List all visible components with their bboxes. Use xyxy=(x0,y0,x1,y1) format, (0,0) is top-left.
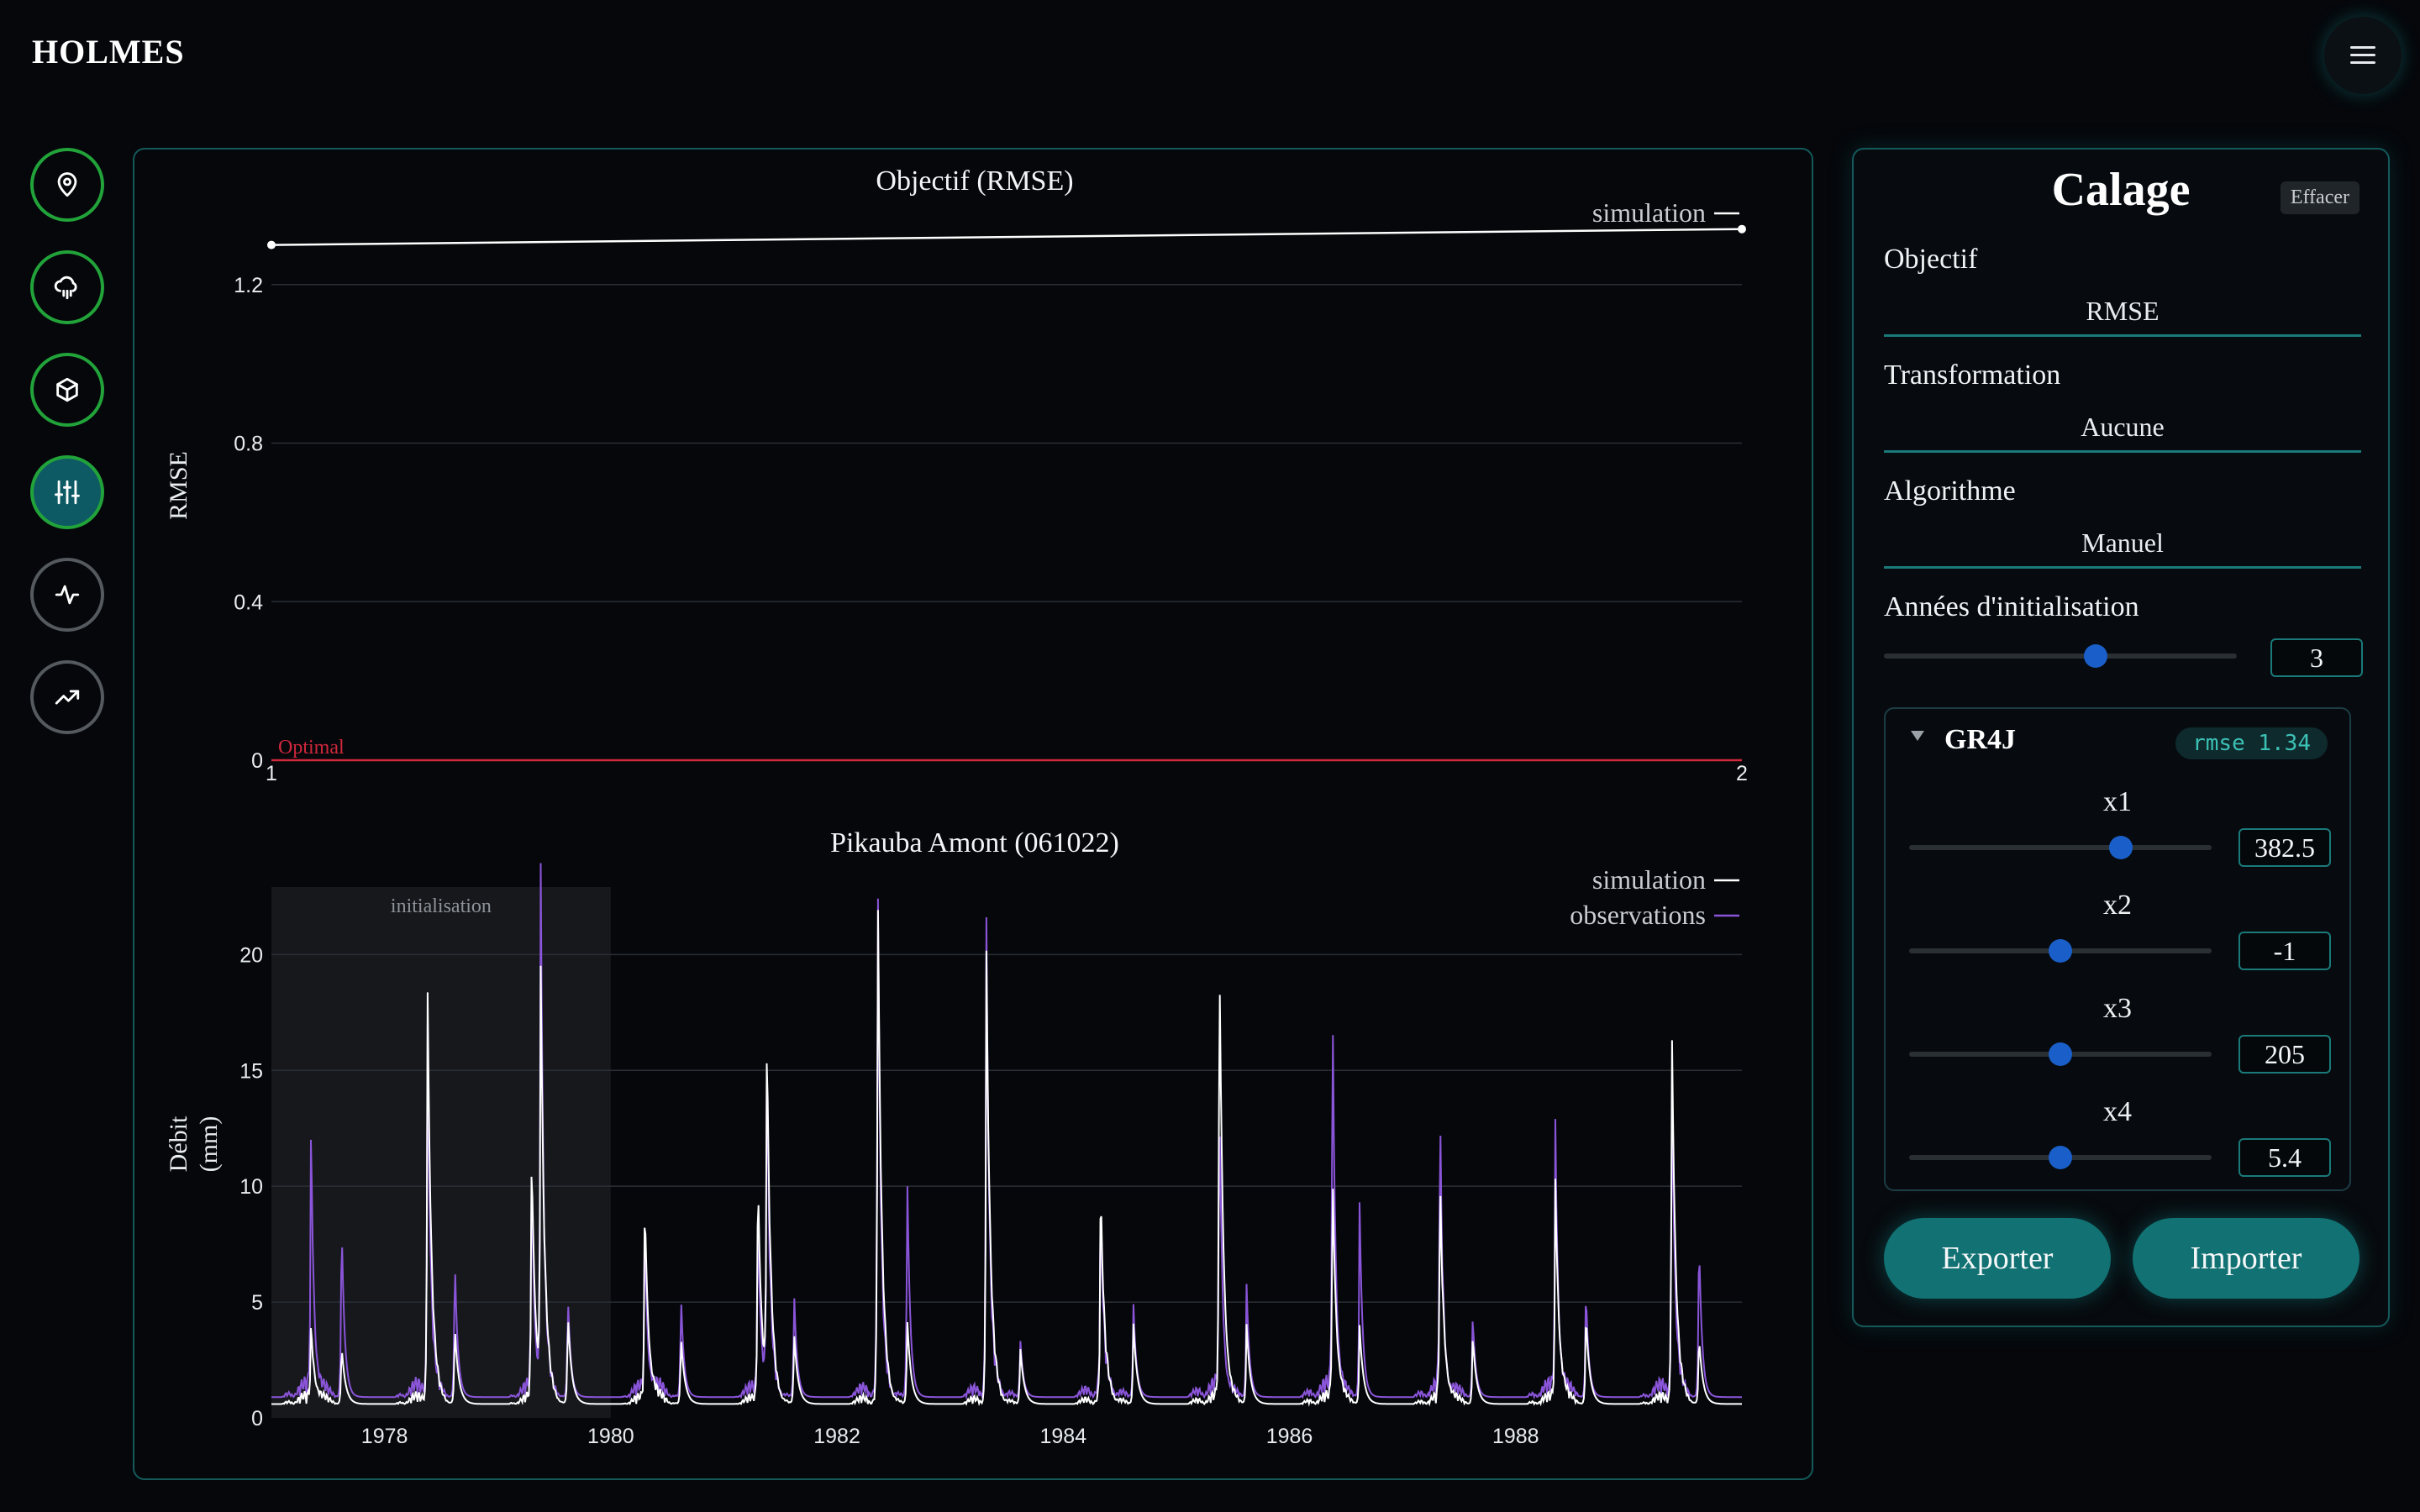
y-axis-label-line: (mm) xyxy=(195,1116,223,1173)
y-axis-label: RMSE xyxy=(165,451,192,520)
transformation-select[interactable]: Aucune xyxy=(1884,403,2361,453)
nav-simulation-button[interactable] xyxy=(30,558,104,632)
x-tick-label: 1984 xyxy=(1039,1425,1086,1448)
param-input[interactable]: -1 xyxy=(2238,932,2331,970)
param-slider[interactable] xyxy=(1909,1042,2212,1066)
menu-button[interactable] xyxy=(2324,17,2402,94)
y-tick-label: 0 xyxy=(251,1407,263,1431)
trending-up-icon xyxy=(55,690,80,705)
initialisation-label: initialisation xyxy=(391,895,492,917)
x-tick-label: 1978 xyxy=(361,1425,408,1448)
legend-label: simulation xyxy=(1592,864,1706,895)
series-line-observations xyxy=(271,863,1742,1400)
param-label: x4 xyxy=(2103,1096,2132,1127)
x-tick-label: 1 xyxy=(266,762,277,785)
cube-icon xyxy=(56,377,78,402)
nav-weather-button[interactable] xyxy=(30,250,104,324)
param-slider[interactable] xyxy=(1909,939,2212,963)
param-input[interactable]: 382.5 xyxy=(2238,828,2331,867)
slider-thumb[interactable] xyxy=(2049,1146,2072,1169)
slider-thumb[interactable] xyxy=(2049,939,2072,963)
score-badge: rmse 1.34 xyxy=(2175,727,2328,759)
objective-select[interactable]: RMSE xyxy=(1884,287,2361,337)
y-tick-label: 1.2 xyxy=(234,274,263,297)
caret-down-icon[interactable] xyxy=(1911,731,1924,741)
data-point xyxy=(267,240,276,249)
x-tick-label: 1988 xyxy=(1492,1425,1539,1448)
x-tick-label: 1982 xyxy=(813,1425,860,1448)
y-tick-label: 0 xyxy=(251,749,263,773)
transformation-label: Transformation xyxy=(1884,360,2061,391)
model-card: GR4J rmse 1.34 x1 382.5 x2 -1 x3 205 x4 … xyxy=(1884,707,2351,1191)
param-slider[interactable] xyxy=(1909,1146,2212,1169)
cloud-rain-icon xyxy=(54,276,77,300)
nav-calibration-button[interactable] xyxy=(30,455,104,529)
chart-title: Pikauba Amont (061022) xyxy=(830,827,1119,858)
init-years-input[interactable]: 3 xyxy=(2270,638,2363,677)
nav-projection-button[interactable] xyxy=(30,660,104,734)
side-navigation xyxy=(30,148,104,763)
y-axis-label: Débit (mm) xyxy=(165,1116,223,1172)
import-button[interactable]: Importer xyxy=(2133,1218,2360,1299)
param-input[interactable]: 205 xyxy=(2238,1035,2331,1074)
y-tick-label: 0.4 xyxy=(234,591,263,614)
data-point xyxy=(1738,224,1746,234)
panel-title: Calage xyxy=(2051,164,2191,216)
initialisation-band xyxy=(271,887,611,1418)
y-tick-label: 5 xyxy=(251,1291,263,1315)
app-title: HOLMES xyxy=(32,33,185,71)
y-tick-label: 15 xyxy=(239,1059,263,1083)
param-label: x1 xyxy=(2103,786,2132,817)
map-pin-icon xyxy=(57,172,77,197)
sliders-icon xyxy=(55,480,80,505)
objective-label: Objectif xyxy=(1884,244,1978,275)
nav-location-button[interactable] xyxy=(30,148,104,222)
legend-label: simulation xyxy=(1592,197,1706,228)
param-label: x3 xyxy=(2103,993,2132,1024)
legend-label: observations xyxy=(1570,900,1706,930)
algorithm-select[interactable]: Manuel xyxy=(1884,519,2361,569)
calibration-panel: Calage Effacer Objectif RMSE Transformat… xyxy=(1852,148,2390,1327)
param-input[interactable]: 5.4 xyxy=(2238,1138,2331,1177)
series-line-simulation xyxy=(271,228,1743,246)
x-tick-label: 2 xyxy=(1736,762,1748,785)
init-years-label: Années d'initialisation xyxy=(1884,591,2139,622)
chart-title: Objectif (RMSE) xyxy=(876,165,1073,197)
slider-thumb[interactable] xyxy=(2084,644,2107,668)
clear-button[interactable]: Effacer xyxy=(2280,181,2360,214)
x-tick-label: 1980 xyxy=(587,1425,634,1448)
y-tick-label: 0.8 xyxy=(234,433,263,456)
slider-thumb[interactable] xyxy=(2049,1042,2072,1066)
hamburger-icon xyxy=(2350,46,2375,64)
algorithm-label: Algorithme xyxy=(1884,475,2016,507)
param-slider[interactable] xyxy=(1909,836,2212,859)
y-tick-label: 10 xyxy=(239,1175,263,1199)
charts-panel: Objectif (RMSE) RMSE 0 0.4 0.8 1.2 1 2 Optimal si… xyxy=(133,148,1813,1480)
x-tick-label: 1986 xyxy=(1266,1425,1313,1448)
nav-model-button[interactable] xyxy=(30,353,104,427)
series-line-simulation xyxy=(271,910,1742,1407)
param-label: x2 xyxy=(2103,890,2132,921)
slider-thumb[interactable] xyxy=(2109,836,2133,859)
model-name[interactable]: GR4J xyxy=(1944,724,2016,755)
init-years-slider[interactable] xyxy=(1884,644,2237,668)
export-button[interactable]: Exporter xyxy=(1884,1218,2111,1299)
activity-icon xyxy=(55,585,80,605)
charts-svg: Objectif (RMSE) RMSE 0 0.4 0.8 1.2 1 2 Optimal si… xyxy=(165,165,1748,1448)
optimal-label: Optimal xyxy=(278,737,345,759)
y-axis-label-line: Débit xyxy=(165,1116,192,1172)
y-tick-label: 20 xyxy=(239,943,263,967)
